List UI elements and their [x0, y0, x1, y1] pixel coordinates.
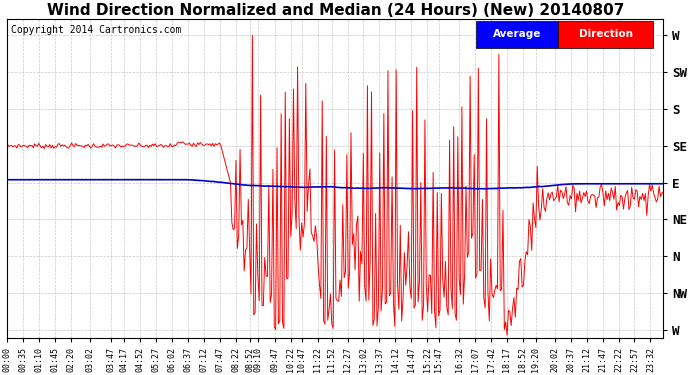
Title: Wind Direction Normalized and Median (24 Hours) (New) 20140807: Wind Direction Normalized and Median (24…: [46, 3, 624, 18]
Text: Direction: Direction: [579, 29, 633, 39]
Text: Copyright 2014 Cartronics.com: Copyright 2014 Cartronics.com: [10, 26, 181, 35]
FancyBboxPatch shape: [558, 21, 653, 48]
FancyBboxPatch shape: [476, 21, 558, 48]
Text: Average: Average: [493, 29, 542, 39]
